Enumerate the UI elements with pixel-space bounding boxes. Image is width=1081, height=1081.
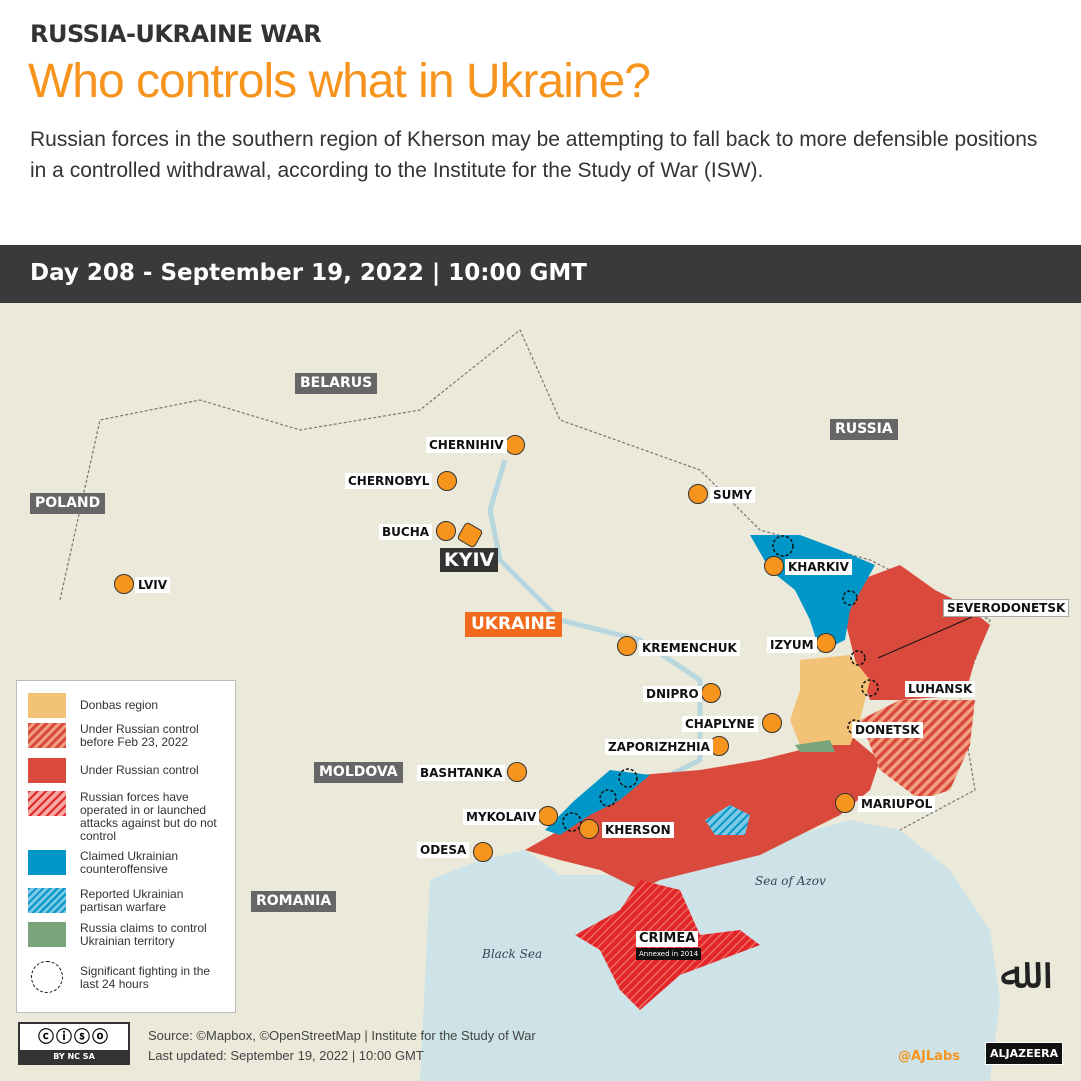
- country-belarus: BELARUS: [295, 373, 378, 394]
- region-crimea-label: CRIMEA: [636, 931, 699, 947]
- city-izyum: IZYUM: [767, 637, 817, 653]
- legend-item-pre2022: Under Russian control before Feb 23, 202…: [28, 723, 220, 749]
- city-chernihiv: CHERNIHIV: [426, 437, 507, 453]
- region-russian-control: [525, 735, 880, 890]
- license-text: BY NC SA: [20, 1050, 128, 1063]
- legend-item-russian-control: Under Russian control: [28, 758, 199, 783]
- legend-label: Russia claims to control Ukrainian terri…: [80, 921, 207, 948]
- region-partisan: [705, 805, 750, 835]
- legend-item-claims: Russia claims to control Ukrainian terri…: [28, 922, 225, 948]
- legend-label: Donbas region: [80, 698, 159, 712]
- swatch-russian-control: [28, 758, 66, 783]
- city-dnipro: DNIPRO: [643, 686, 702, 702]
- legend-label: Under Russian control: [80, 763, 199, 777]
- aljazeera-logo-icon: ﷲ: [1000, 948, 1026, 999]
- city-marker: [114, 574, 134, 594]
- kicker: RUSSIA-UKRAINE WAR: [30, 20, 322, 48]
- city-marker: [688, 484, 708, 504]
- map: BELARUS RUSSIA POLAND MOLDOVA ROMANIA UK…: [0, 303, 1081, 1081]
- city-marker: [436, 521, 456, 541]
- legend: Donbas region Under Russian control befo…: [16, 680, 236, 1013]
- severodonetsk-leader: [877, 616, 973, 659]
- city-bucha: BUCHA: [379, 524, 433, 540]
- city-marker: [507, 762, 527, 782]
- country-ukraine: UKRAINE: [465, 612, 563, 637]
- swatch-partisan: [28, 888, 66, 913]
- city-marker: [473, 842, 493, 862]
- legend-label: Significant fighting in the last 24 hour…: [80, 964, 211, 991]
- legend-item-attacks: Russian forces have operated in or launc…: [28, 791, 225, 843]
- region-claims: [795, 740, 835, 752]
- city-odesa: ODESA: [417, 842, 470, 858]
- region-luhansk: [845, 565, 990, 700]
- legend-item-counteroffensive: Claimed Ukrainian counteroffensive: [28, 850, 200, 876]
- swatch-claims: [28, 922, 66, 947]
- swatch-pre2022: [28, 723, 66, 748]
- city-marker: [701, 683, 721, 703]
- country-poland: POLAND: [30, 493, 106, 514]
- legend-item-partisan: Reported Ukrainian partisan warfare: [28, 888, 205, 914]
- swatch-counteroffensive: [28, 850, 66, 875]
- page-title: Who controls what in Ukraine?: [28, 55, 651, 108]
- city-bashtanka: BASHTANKA: [417, 765, 506, 781]
- updated-text: Last updated: September 19, 2022 | 10:00…: [148, 1048, 424, 1063]
- city-marker: [538, 806, 558, 826]
- city-mariupol: MARIUPOL: [858, 796, 936, 812]
- fighting-circle-icon: [31, 961, 63, 993]
- city-marker: [617, 636, 637, 656]
- swatch-attacks: [28, 791, 66, 816]
- country-moldova: MOLDOVA: [314, 762, 403, 783]
- city-marker: [505, 435, 525, 455]
- swatch-donbas: [28, 693, 66, 718]
- city-kremenchuk: KREMENCHUK: [639, 640, 740, 656]
- legend-item-fighting: Significant fighting in the last 24 hour…: [28, 961, 215, 993]
- crimea-annexed-note: Annexed in 2014: [636, 948, 702, 960]
- legend-label: Reported Ukrainian partisan warfare: [80, 887, 184, 914]
- city-sumy: SUMY: [710, 487, 756, 503]
- cc-license-icon: ⓒⓘⓢⓞ BY NC SA: [18, 1022, 130, 1065]
- city-marker: [762, 713, 782, 733]
- region-severodonetsk: SEVERODONETSK: [943, 599, 1070, 617]
- sea-of-azov-label: Sea of Azov: [755, 874, 826, 888]
- city-marker: [835, 793, 855, 813]
- legend-label: Under Russian control before Feb 23, 202…: [80, 722, 199, 749]
- city-kharkiv: KHARKIV: [785, 559, 852, 575]
- city-marker: [764, 556, 784, 576]
- city-kherson: KHERSON: [602, 822, 674, 838]
- description: Russian forces in the southern region of…: [30, 128, 1038, 182]
- region-counteroffensive-south: [545, 770, 650, 835]
- city-mykolaiv: MYKOLAIV: [463, 809, 540, 825]
- region-donetsk-label: DONETSK: [852, 722, 923, 738]
- city-chernobyl: CHERNOBYL: [345, 473, 433, 489]
- ajlabs-handle: @AJLabs: [898, 1049, 960, 1064]
- city-marker: [579, 819, 599, 839]
- region-luhansk-label: LUHANSK: [905, 681, 976, 697]
- city-marker: [816, 633, 836, 653]
- city-lviv: LVIV: [135, 577, 171, 593]
- country-russia: RUSSIA: [830, 419, 898, 440]
- source-text: Source: ©Mapbox, ©OpenStreetMap | Instit…: [148, 1028, 536, 1043]
- day-bar: Day 208 - September 19, 2022 | 10:00 GMT: [0, 245, 1081, 303]
- city-marker: [437, 471, 457, 491]
- city-kyiv: KYIV: [440, 548, 499, 572]
- city-chaplyne: CHAPLYNE: [682, 716, 758, 732]
- legend-label: Claimed Ukrainian counteroffensive: [80, 849, 179, 876]
- legend-label: Russian forces have operated in or launc…: [80, 790, 217, 843]
- aljazeera-brand: ALJAZEERA: [985, 1042, 1064, 1065]
- city-zaporizhzhia: ZAPORIZHZHIA: [605, 739, 713, 755]
- black-sea-label: Black Sea: [482, 947, 543, 961]
- country-romania: ROMANIA: [251, 891, 337, 912]
- legend-item-donbas: Donbas region: [28, 693, 158, 718]
